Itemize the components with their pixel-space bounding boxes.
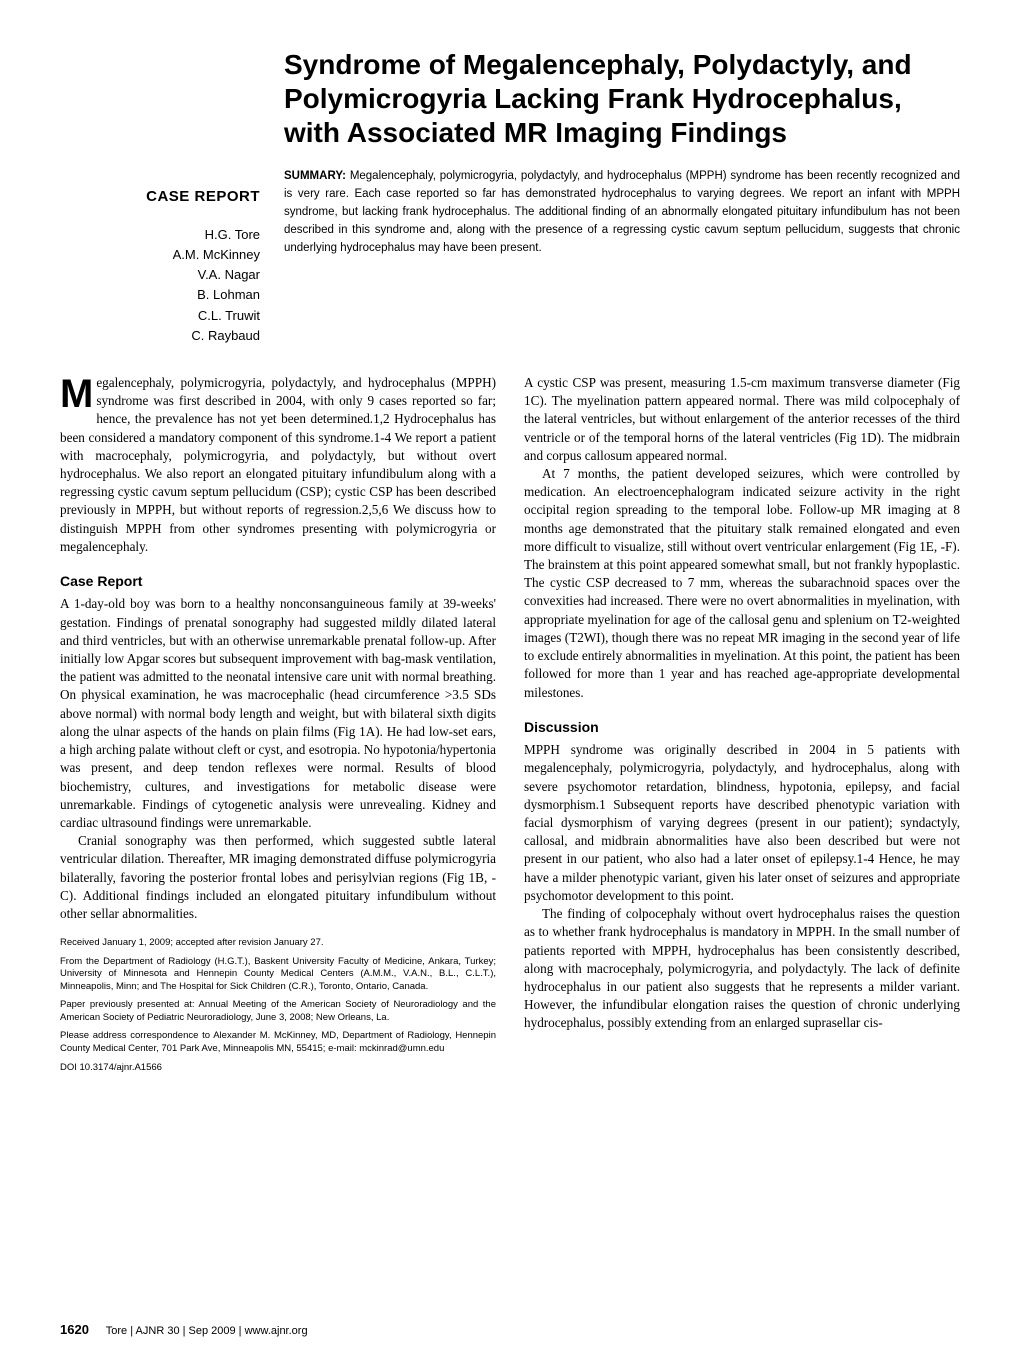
header-region: CASE REPORT H.G. Tore A.M. McKinney V.A.… [60, 48, 960, 346]
author: B. Lohman [60, 285, 260, 305]
case-report-label: CASE REPORT [60, 188, 260, 205]
author-list: H.G. Tore A.M. McKinney V.A. Nagar B. Lo… [60, 225, 260, 346]
footnotes: Received January 1, 2009; accepted after… [60, 937, 496, 1074]
header-right: Syndrome of Megalencephaly, Polydactyly,… [284, 48, 960, 346]
case-paragraph-1: A 1-day-old boy was born to a healthy no… [60, 595, 496, 832]
footnote-received: Received January 1, 2009; accepted after… [60, 937, 496, 950]
right-paragraph-2: At 7 months, the patient developed seizu… [524, 465, 960, 702]
case-report-heading: Case Report [60, 572, 496, 591]
right-paragraph-1: A cystic CSP was present, measuring 1.5-… [524, 374, 960, 465]
intro-text: egalencephaly, polymicrogyria, polydacty… [60, 375, 496, 554]
left-column: Megalencephaly, polymicrogyria, polydact… [60, 374, 496, 1080]
intro-paragraph: Megalencephaly, polymicrogyria, polydact… [60, 374, 496, 556]
discussion-paragraph-1: MPPH syndrome was originally described i… [524, 741, 960, 905]
author: C. Raybaud [60, 326, 260, 346]
footnote-presented: Paper previously presented at: Annual Me… [60, 999, 496, 1024]
dropcap: M [60, 374, 96, 411]
article-title: Syndrome of Megalencephaly, Polydactyly,… [284, 48, 960, 150]
discussion-heading: Discussion [524, 718, 960, 737]
footnote-doi: DOI 10.3174/ajnr.A1566 [60, 1062, 496, 1075]
summary-text: Megalencephaly, polymicrogyria, polydact… [284, 170, 960, 253]
author: A.M. McKinney [60, 245, 260, 265]
author: V.A. Nagar [60, 265, 260, 285]
case-paragraph-2: Cranial sonography was then performed, w… [60, 832, 496, 923]
footnote-affiliation: From the Department of Radiology (H.G.T.… [60, 956, 496, 994]
discussion-paragraph-2: The finding of colpocephaly without over… [524, 905, 960, 1033]
body-columns: Megalencephaly, polymicrogyria, polydact… [60, 374, 960, 1080]
author: C.L. Truwit [60, 306, 260, 326]
page-number: 1620 [60, 1322, 89, 1337]
footnote-correspondence: Please address correspondence to Alexand… [60, 1030, 496, 1055]
page-footer: 1620 Tore | AJNR 30 | Sep 2009 | www.ajn… [60, 1322, 308, 1337]
footer-journal: Tore | AJNR 30 | Sep 2009 | www.ajnr.org [106, 1325, 308, 1337]
right-column: A cystic CSP was present, measuring 1.5-… [524, 374, 960, 1080]
header-left: CASE REPORT H.G. Tore A.M. McKinney V.A.… [60, 48, 260, 346]
article-summary: SUMMARY: Megalencephaly, polymicrogyria,… [284, 168, 960, 257]
author: H.G. Tore [60, 225, 260, 245]
summary-label: SUMMARY: [284, 170, 346, 182]
